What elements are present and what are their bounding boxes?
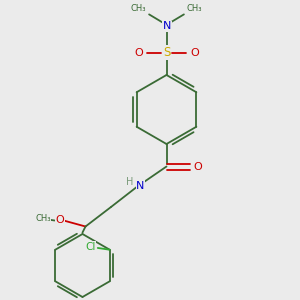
Text: O: O bbox=[190, 47, 199, 58]
Text: N: N bbox=[136, 181, 145, 191]
Text: S: S bbox=[163, 46, 170, 59]
Text: Cl: Cl bbox=[85, 242, 95, 252]
Text: CH₃: CH₃ bbox=[131, 4, 146, 13]
Text: CH₃: CH₃ bbox=[36, 214, 51, 223]
Text: O: O bbox=[56, 215, 64, 225]
Text: H: H bbox=[126, 177, 133, 188]
Text: N: N bbox=[163, 21, 171, 32]
Text: O: O bbox=[193, 161, 202, 172]
Text: O: O bbox=[134, 47, 143, 58]
Text: CH₃: CH₃ bbox=[187, 4, 202, 13]
